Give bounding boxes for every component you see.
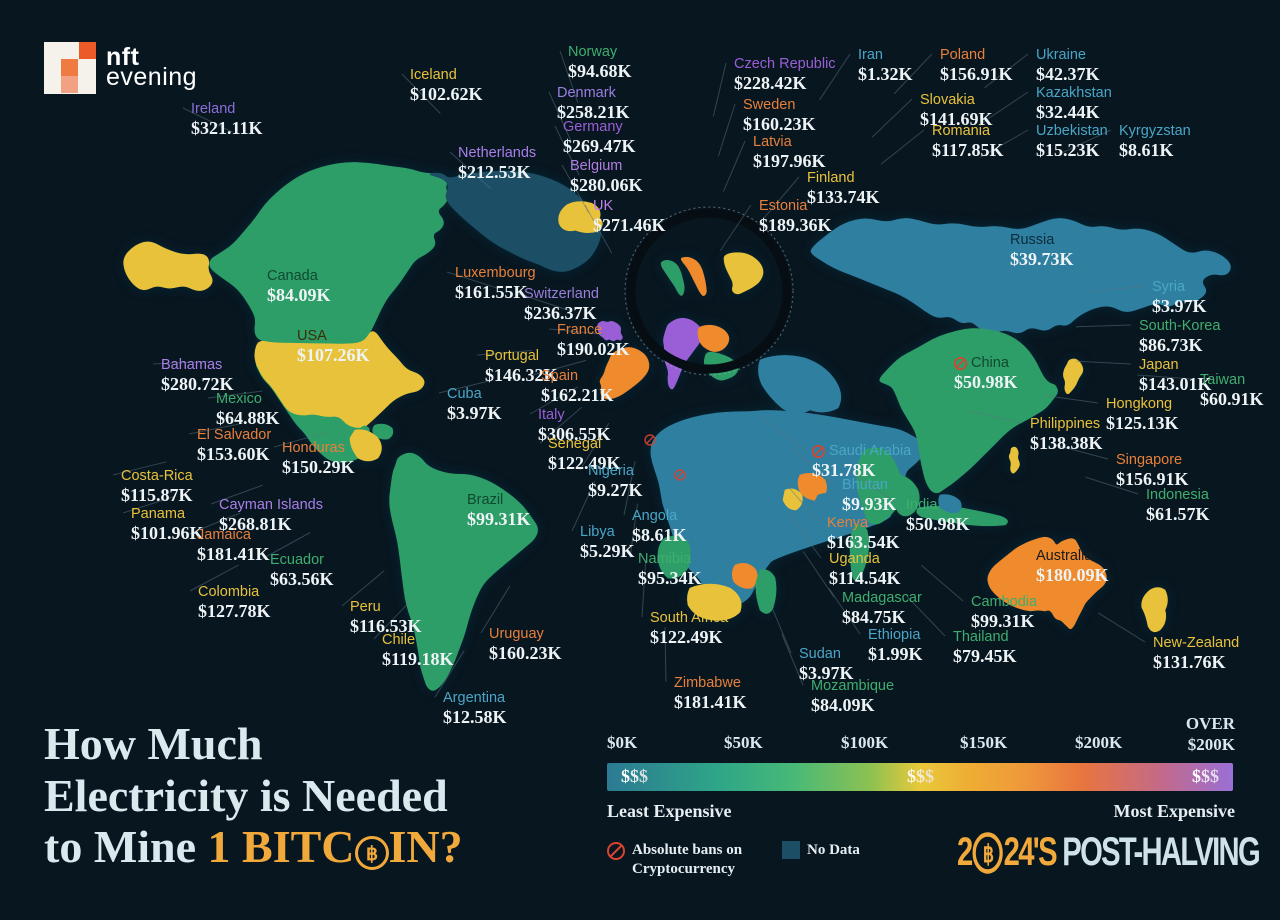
svg-text:฿: ฿: [983, 841, 994, 867]
svg-text:฿: ฿: [365, 844, 377, 865]
